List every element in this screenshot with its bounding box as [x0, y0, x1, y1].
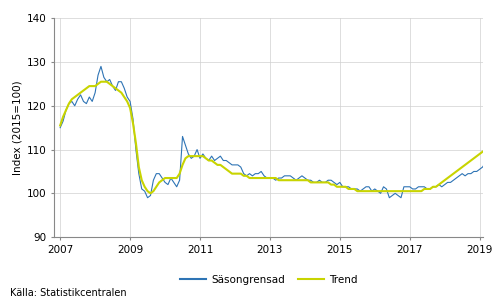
Y-axis label: Index (2015=100): Index (2015=100)	[13, 80, 23, 175]
Legend: Säsongrensad, Trend: Säsongrensad, Trend	[176, 271, 361, 289]
Text: Källa: Statistikcentralen: Källa: Statistikcentralen	[10, 288, 127, 298]
